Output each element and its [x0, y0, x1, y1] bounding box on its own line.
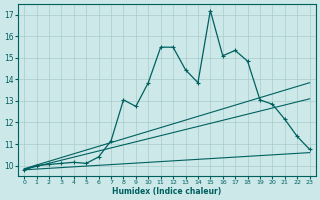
X-axis label: Humidex (Indice chaleur): Humidex (Indice chaleur): [112, 187, 221, 196]
